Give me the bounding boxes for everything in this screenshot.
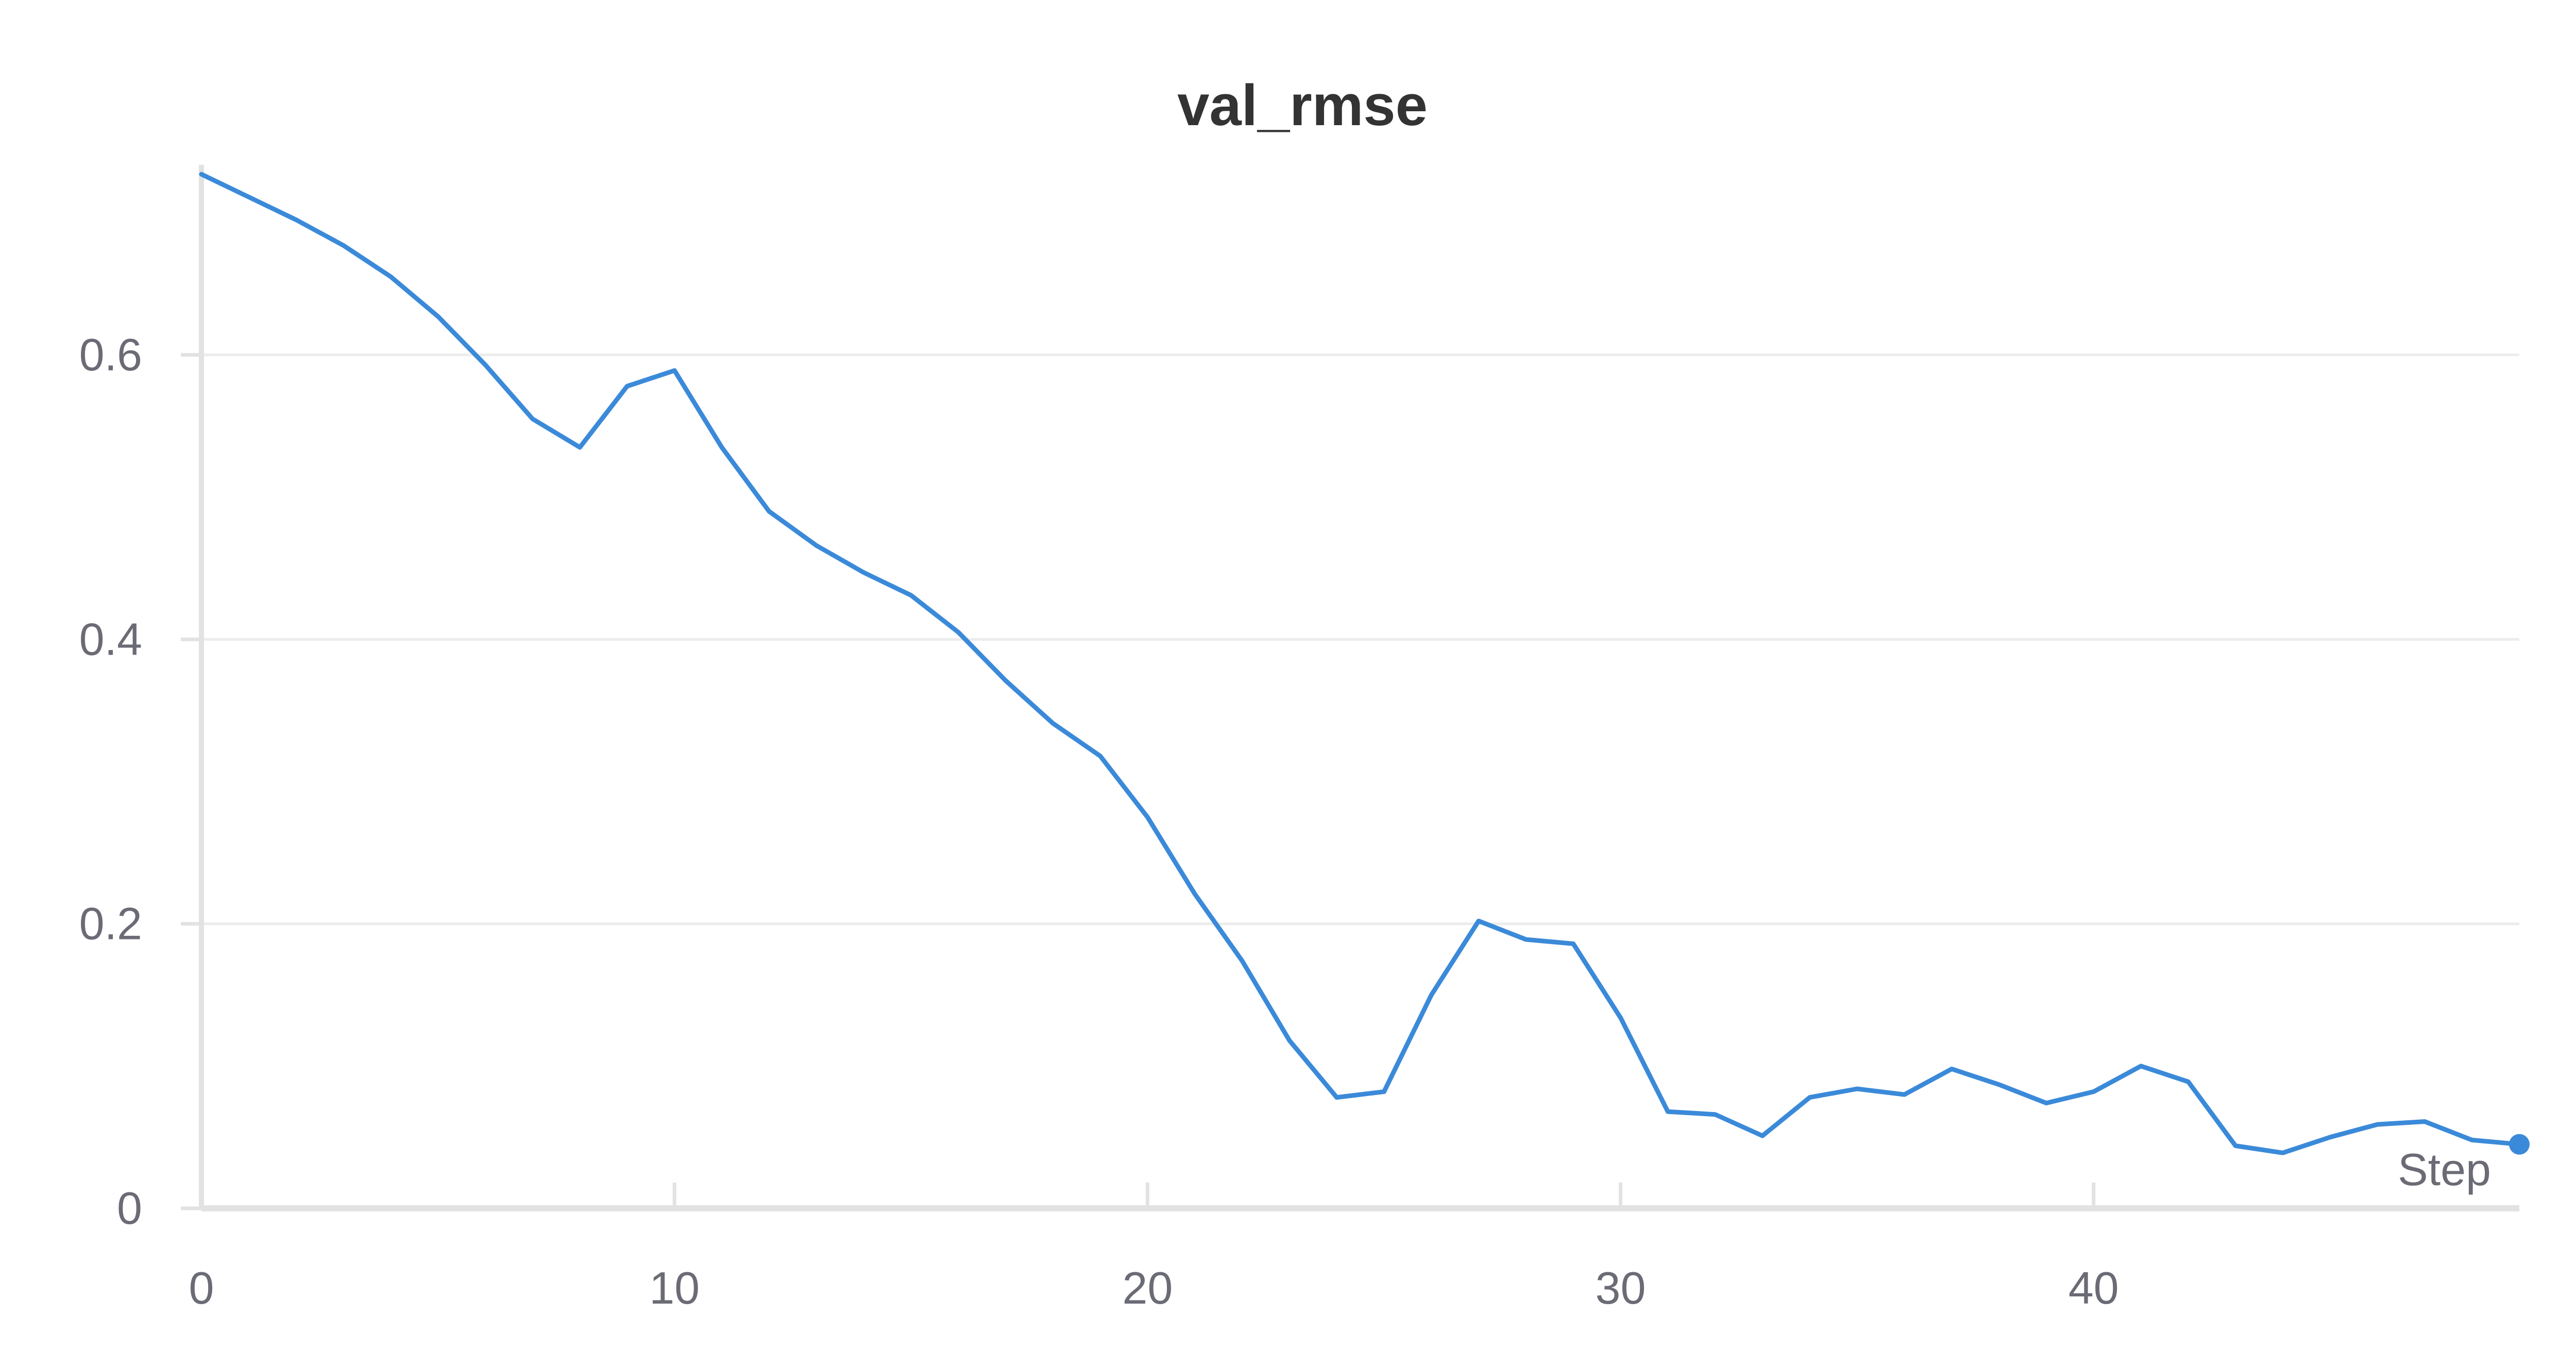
y-tick-label: 0.2 bbox=[79, 898, 142, 949]
y-tick-label: 0.6 bbox=[79, 329, 142, 380]
series-layer bbox=[199, 172, 2530, 1155]
series-line bbox=[199, 172, 2522, 1155]
x-tick-label: 20 bbox=[1122, 1262, 1173, 1313]
y-tick-label: 0.4 bbox=[79, 613, 142, 664]
y-tick-label: 0 bbox=[117, 1183, 142, 1234]
x-axis-label: Step bbox=[2398, 1144, 2491, 1195]
tick-labels: 0 0.2 0.4 0.6 0 10 20 30 40 bbox=[79, 329, 2119, 1313]
x-tick-label: 30 bbox=[1596, 1262, 1646, 1313]
x-tick-label: 40 bbox=[2069, 1262, 2119, 1313]
x-tick-label: 10 bbox=[649, 1262, 700, 1313]
last-data-point bbox=[2509, 1134, 2530, 1155]
axes bbox=[181, 165, 2519, 1211]
x-tick-label: 0 bbox=[189, 1262, 214, 1313]
chart-title: val_rmse bbox=[1177, 73, 1428, 138]
grid-lines bbox=[201, 353, 2519, 926]
